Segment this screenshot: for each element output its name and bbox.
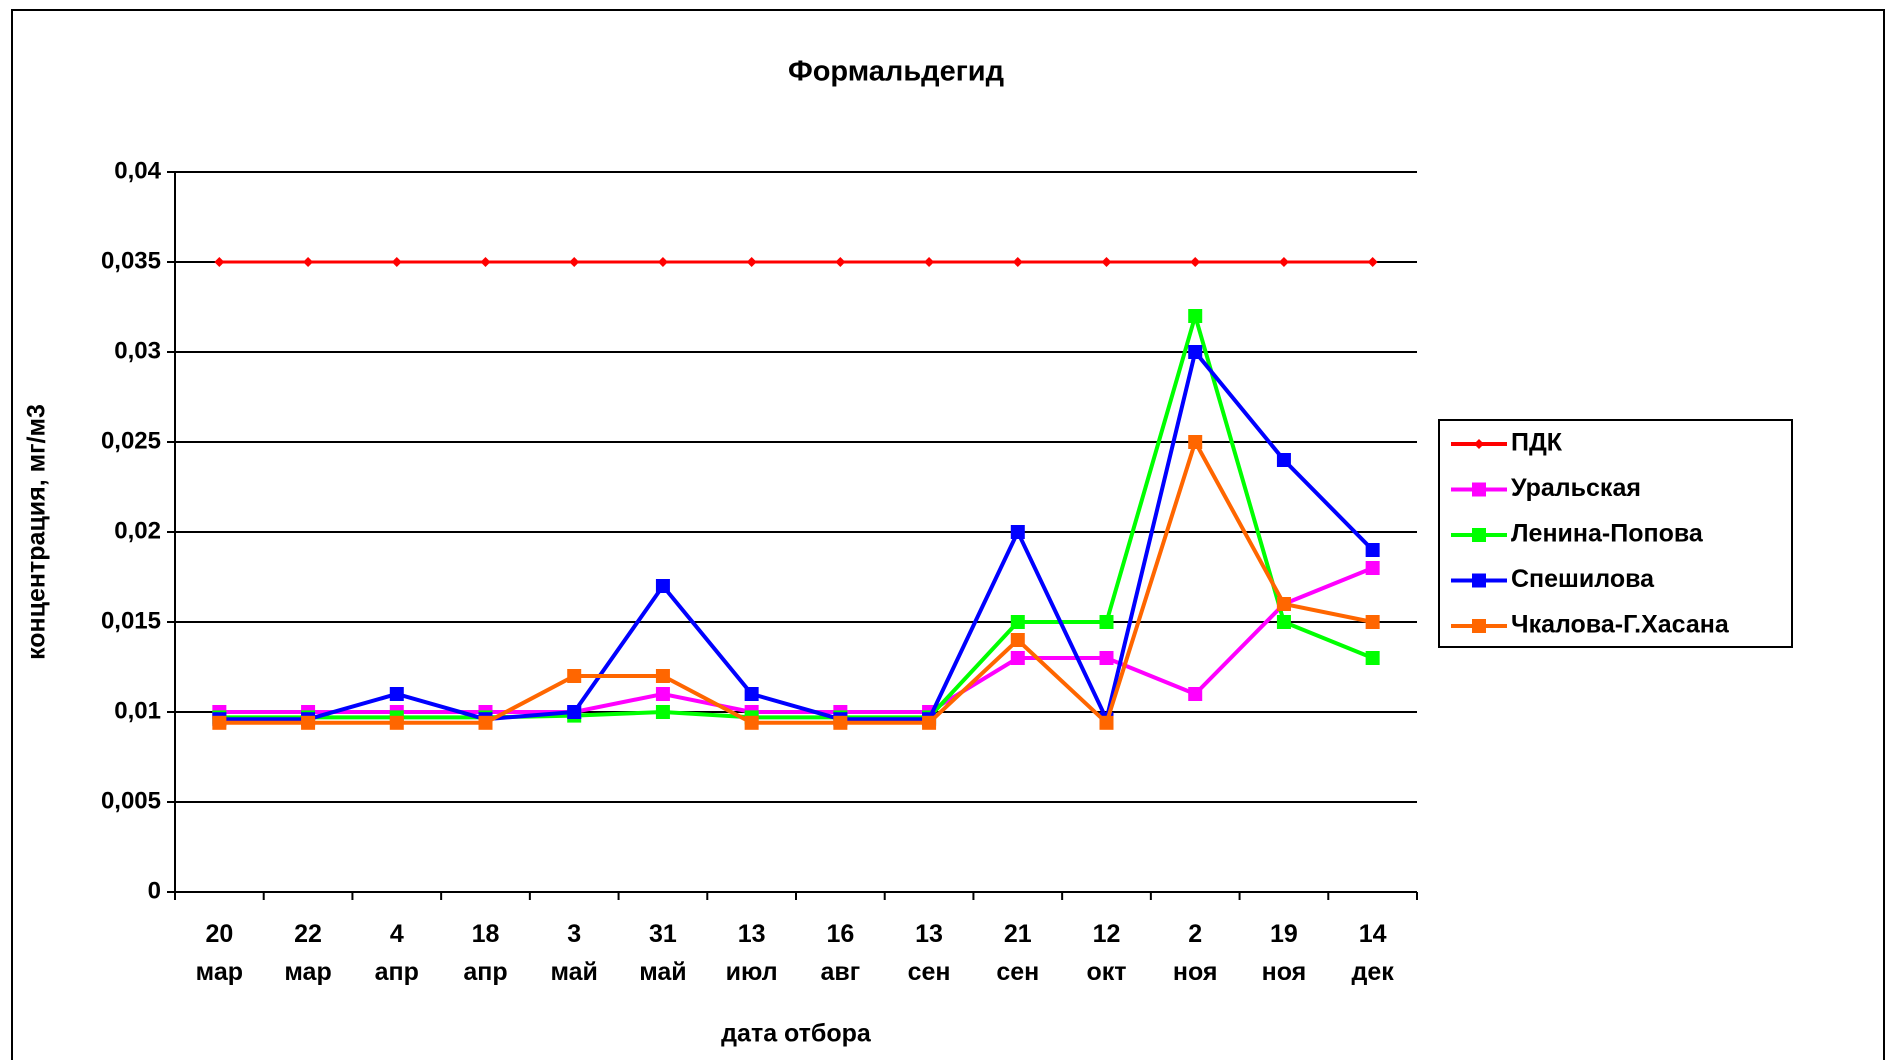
x-tick-label: 19 ноя xyxy=(1262,920,1307,986)
marker xyxy=(924,257,935,267)
y-tick-label: 0 xyxy=(148,877,161,904)
marker xyxy=(657,257,668,267)
x-tick-label: 12 окт xyxy=(1086,920,1126,986)
marker xyxy=(478,715,493,730)
marker xyxy=(1099,715,1114,730)
marker xyxy=(1188,309,1203,323)
marker xyxy=(1472,528,1486,542)
x-tick-label: 16 авг xyxy=(821,920,861,986)
y-tick-label: 0,01 xyxy=(114,697,161,724)
marker xyxy=(1472,482,1486,497)
legend-label: Ленина-Попова xyxy=(1511,520,1704,548)
legend-label: Спешилова xyxy=(1511,565,1655,593)
marker xyxy=(1190,257,1201,267)
marker xyxy=(567,705,582,719)
x-tick-label: 22 мар xyxy=(284,920,331,986)
y-tick-label: 0,015 xyxy=(101,607,161,634)
marker xyxy=(655,669,670,683)
x-tick-label: 2 ноя xyxy=(1173,920,1218,986)
x-tick-label: 4 апр xyxy=(375,920,419,986)
marker xyxy=(1365,543,1380,557)
y-tick-label: 0,03 xyxy=(114,337,161,364)
marker xyxy=(1365,615,1380,629)
marker xyxy=(1367,257,1378,267)
chart-title: Формальдегид xyxy=(788,56,1004,88)
marker xyxy=(746,257,757,267)
marker xyxy=(1010,633,1025,647)
x-tick-label: 13 июл xyxy=(726,920,778,986)
marker xyxy=(1010,651,1025,665)
marker xyxy=(1188,435,1203,449)
marker xyxy=(835,257,846,267)
marker xyxy=(1276,453,1291,467)
marker xyxy=(1188,687,1203,701)
marker xyxy=(1276,597,1291,611)
marker xyxy=(1188,345,1203,359)
x-tick-label: 3 май xyxy=(550,920,597,986)
marker xyxy=(1099,615,1114,629)
x-tick-label: 13 сен xyxy=(908,920,951,986)
series-line xyxy=(219,308,1374,720)
x-tick-label: 14 дек xyxy=(1351,920,1394,986)
marker xyxy=(389,687,404,701)
y-tick-label: 0,035 xyxy=(101,247,161,274)
marker xyxy=(1276,615,1291,629)
marker xyxy=(389,715,404,730)
y-axis-label: концентрация, мг/м3 xyxy=(23,404,51,660)
marker xyxy=(1010,525,1025,539)
marker xyxy=(480,257,491,267)
legend-label: Уральская xyxy=(1511,474,1641,502)
marker xyxy=(833,715,848,730)
x-tick-label: 21 сен xyxy=(996,920,1039,986)
x-axis-label: дата отбора xyxy=(721,1020,872,1048)
y-tick-label: 0,005 xyxy=(101,787,161,814)
series-line xyxy=(219,566,1374,714)
legend-label: ПДК xyxy=(1511,429,1563,457)
x-tick-label: 31 май xyxy=(639,920,686,986)
marker xyxy=(569,257,580,267)
marker xyxy=(303,257,314,267)
y-tick-label: 0,04 xyxy=(114,157,161,184)
marker xyxy=(212,715,227,730)
y-tick-label: 0,025 xyxy=(101,427,161,454)
x-tick-label: 20 мар xyxy=(196,920,243,986)
marker xyxy=(1099,651,1114,665)
marker xyxy=(1278,257,1289,267)
marker xyxy=(1474,439,1484,449)
marker xyxy=(214,257,225,267)
marker xyxy=(1101,257,1112,267)
series-line xyxy=(219,347,1375,726)
marker xyxy=(567,669,582,683)
marker xyxy=(655,705,670,719)
marker xyxy=(1010,615,1025,629)
marker xyxy=(1365,561,1380,575)
marker xyxy=(744,715,759,730)
marker xyxy=(1012,257,1023,267)
marker xyxy=(1365,651,1380,665)
series-line xyxy=(219,436,1374,727)
marker xyxy=(744,687,759,701)
marker xyxy=(655,579,670,593)
legend-label: Чкалова-Г.Хасана xyxy=(1511,611,1730,639)
marker xyxy=(655,687,670,701)
y-tick-label: 0,02 xyxy=(114,517,161,544)
marker xyxy=(1472,573,1486,588)
x-tick-label: 18 апр xyxy=(463,920,507,986)
marker xyxy=(391,257,402,267)
marker xyxy=(1472,619,1486,633)
marker xyxy=(301,715,316,730)
marker xyxy=(922,715,937,730)
